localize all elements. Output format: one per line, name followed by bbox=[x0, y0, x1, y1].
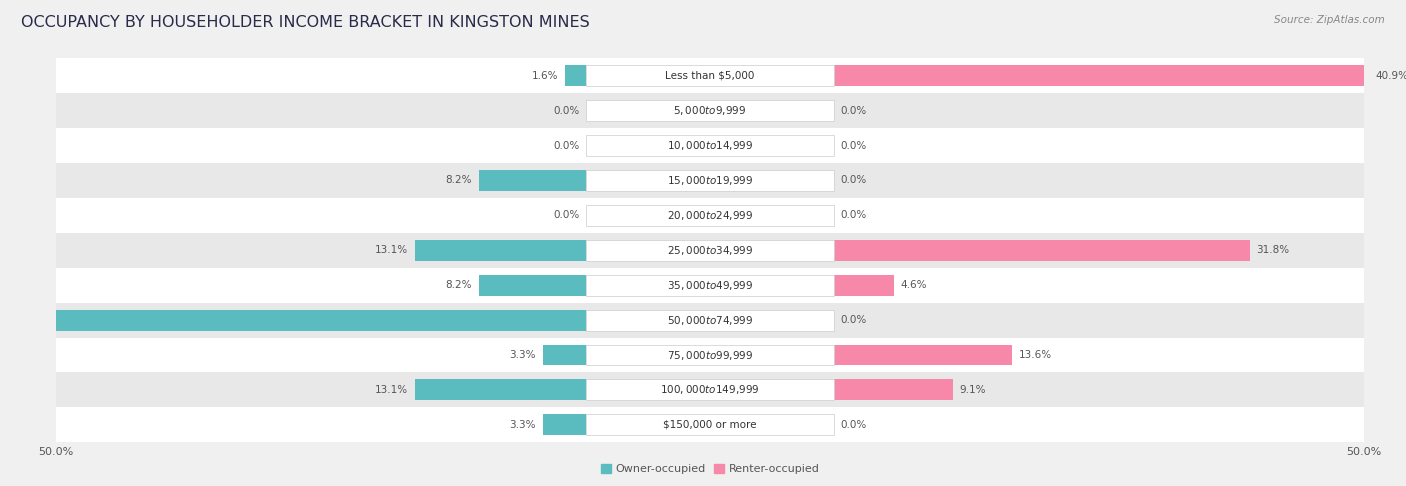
Bar bbox=[834, 65, 1369, 86]
Text: 1.6%: 1.6% bbox=[531, 71, 558, 81]
Bar bbox=[834, 345, 1012, 365]
Text: $75,000 to $99,999: $75,000 to $99,999 bbox=[666, 348, 754, 362]
Text: 0.0%: 0.0% bbox=[841, 175, 868, 186]
Text: $25,000 to $34,999: $25,000 to $34,999 bbox=[666, 244, 754, 257]
Bar bbox=[543, 345, 586, 365]
Bar bbox=[834, 275, 894, 295]
FancyBboxPatch shape bbox=[586, 205, 834, 226]
Text: 0.0%: 0.0% bbox=[841, 105, 868, 116]
Bar bbox=[415, 380, 586, 400]
FancyBboxPatch shape bbox=[586, 65, 834, 86]
Text: 0.0%: 0.0% bbox=[841, 210, 868, 220]
Bar bbox=[56, 58, 1364, 93]
Text: 9.1%: 9.1% bbox=[960, 385, 986, 395]
FancyBboxPatch shape bbox=[586, 275, 834, 295]
Legend: Owner-occupied, Renter-occupied: Owner-occupied, Renter-occupied bbox=[596, 460, 824, 479]
Text: 3.3%: 3.3% bbox=[509, 350, 536, 360]
Text: 3.3%: 3.3% bbox=[509, 420, 536, 430]
Bar bbox=[56, 233, 1364, 268]
Text: 0.0%: 0.0% bbox=[841, 315, 868, 325]
Bar bbox=[478, 275, 586, 295]
Bar bbox=[56, 198, 1364, 233]
Bar bbox=[56, 268, 1364, 303]
Text: $100,000 to $149,999: $100,000 to $149,999 bbox=[661, 383, 759, 397]
FancyBboxPatch shape bbox=[586, 310, 834, 330]
Bar bbox=[56, 338, 1364, 372]
FancyBboxPatch shape bbox=[586, 135, 834, 156]
Text: Less than $5,000: Less than $5,000 bbox=[665, 71, 755, 81]
FancyBboxPatch shape bbox=[586, 100, 834, 121]
Text: 40.9%: 40.9% bbox=[1375, 71, 1406, 81]
Text: $5,000 to $9,999: $5,000 to $9,999 bbox=[673, 104, 747, 117]
Bar bbox=[56, 93, 1364, 128]
Text: $15,000 to $19,999: $15,000 to $19,999 bbox=[666, 174, 754, 187]
Bar bbox=[565, 65, 586, 86]
Text: Source: ZipAtlas.com: Source: ZipAtlas.com bbox=[1274, 15, 1385, 25]
FancyBboxPatch shape bbox=[586, 380, 834, 400]
Text: $50,000 to $74,999: $50,000 to $74,999 bbox=[666, 313, 754, 327]
Bar bbox=[56, 372, 1364, 407]
Bar bbox=[478, 170, 586, 191]
Bar bbox=[56, 303, 1364, 338]
Text: $35,000 to $49,999: $35,000 to $49,999 bbox=[666, 278, 754, 292]
Text: OCCUPANCY BY HOUSEHOLDER INCOME BRACKET IN KINGSTON MINES: OCCUPANCY BY HOUSEHOLDER INCOME BRACKET … bbox=[21, 15, 591, 30]
Bar bbox=[56, 407, 1364, 442]
Text: 0.0%: 0.0% bbox=[553, 140, 579, 151]
Bar bbox=[834, 240, 1250, 261]
Bar bbox=[56, 163, 1364, 198]
Text: $10,000 to $14,999: $10,000 to $14,999 bbox=[666, 139, 754, 152]
Text: 8.2%: 8.2% bbox=[446, 175, 472, 186]
Text: $20,000 to $24,999: $20,000 to $24,999 bbox=[666, 209, 754, 222]
FancyBboxPatch shape bbox=[586, 170, 834, 191]
Text: 0.0%: 0.0% bbox=[841, 420, 868, 430]
Text: 0.0%: 0.0% bbox=[553, 105, 579, 116]
Text: 0.0%: 0.0% bbox=[553, 210, 579, 220]
Text: 31.8%: 31.8% bbox=[1257, 245, 1289, 255]
FancyBboxPatch shape bbox=[586, 415, 834, 435]
Text: 13.6%: 13.6% bbox=[1018, 350, 1052, 360]
FancyBboxPatch shape bbox=[586, 240, 834, 261]
Bar bbox=[834, 380, 953, 400]
Bar bbox=[543, 415, 586, 435]
Text: 4.6%: 4.6% bbox=[901, 280, 928, 290]
Text: $150,000 or more: $150,000 or more bbox=[664, 420, 756, 430]
Bar bbox=[0, 310, 586, 330]
Text: 8.2%: 8.2% bbox=[446, 280, 472, 290]
FancyBboxPatch shape bbox=[586, 345, 834, 365]
Text: 0.0%: 0.0% bbox=[841, 140, 868, 151]
Bar bbox=[415, 240, 586, 261]
Bar bbox=[56, 128, 1364, 163]
Text: 13.1%: 13.1% bbox=[375, 245, 408, 255]
Text: 13.1%: 13.1% bbox=[375, 385, 408, 395]
